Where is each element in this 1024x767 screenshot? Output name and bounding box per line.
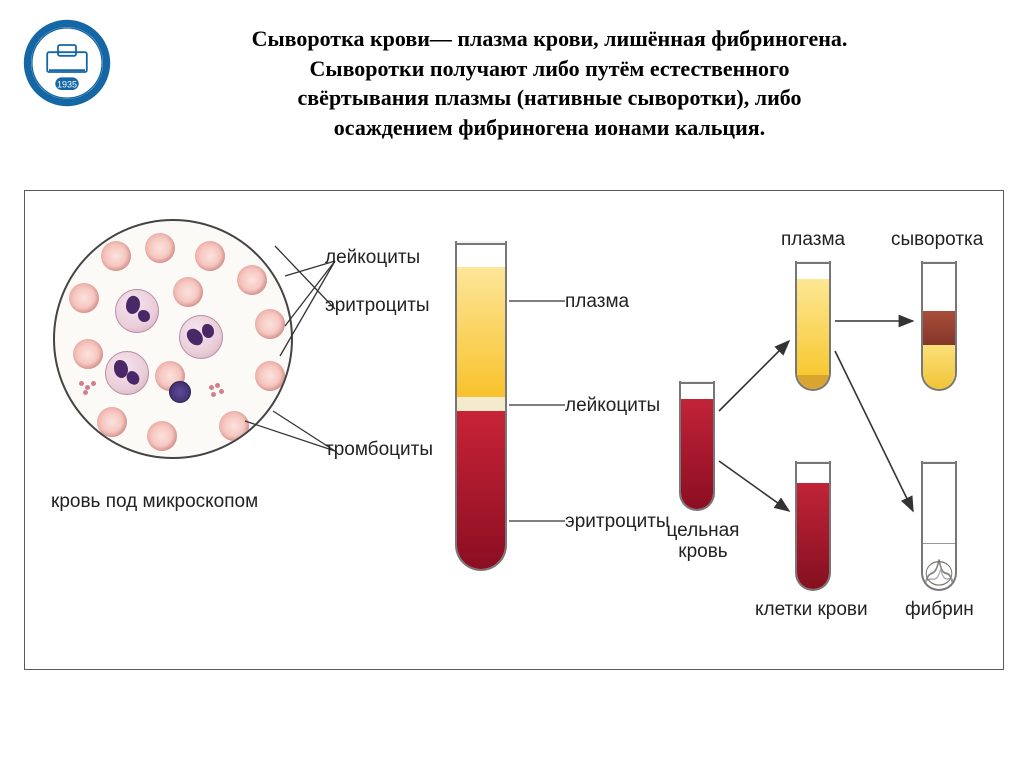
blood-diagram: лейкоциты эритроциты тромбоциты кровь по…: [24, 190, 1004, 670]
title-line-1: Сыворотка крови— плазма крови, лишённая …: [252, 26, 848, 51]
flow-arrows-svg: [25, 191, 1005, 671]
title-line-2: Сыворотки получают либо путём естественн…: [310, 56, 790, 81]
title-line-4: осаждением фибриногена ионами кальция.: [334, 115, 765, 140]
title-line-3: свёртывания плазмы (нативные сыворотки),…: [298, 85, 802, 110]
university-logo: 1935: [22, 18, 112, 108]
logo-year: 1935: [57, 79, 77, 89]
slide-title: Сыворотка крови— плазма крови, лишённая …: [115, 24, 984, 143]
